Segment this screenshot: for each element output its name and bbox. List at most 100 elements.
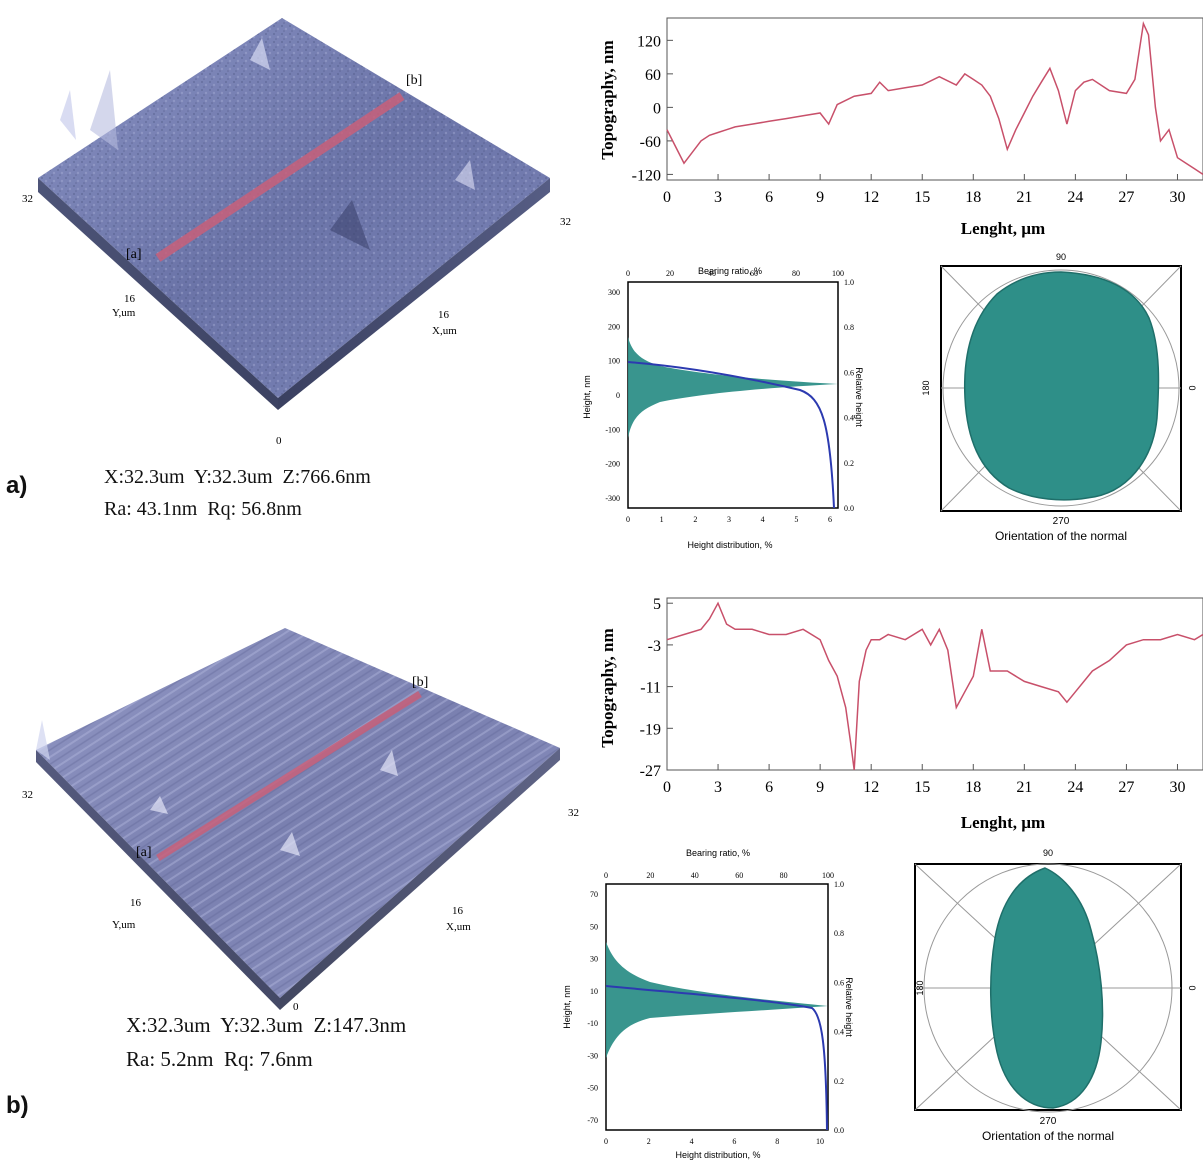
hist-b-bottom-label: Height distribution, % (675, 1150, 760, 1160)
surface-b-y-mid: 16 (130, 897, 142, 909)
hist-bottom-tick: 3 (727, 515, 731, 524)
surface-b-label-a: [a] (136, 845, 152, 860)
hist-right-tick: 0.8 (834, 929, 844, 938)
profile-ytick-label: -3 (648, 638, 661, 655)
profile-xtick-label: 0 (663, 779, 671, 796)
hist-left-tick: 70 (590, 890, 598, 899)
hist-right-tick: 0.0 (834, 1126, 844, 1135)
surface-a-x-mid: 16 (438, 309, 450, 321)
profile-ytick-label: -11 (640, 680, 661, 697)
polar-b-angle-top: 90 (1043, 848, 1053, 858)
height-histogram-b: Bearing ratio, % 0 20 40 60 80 100 70503010-1… (562, 848, 854, 1160)
profile-cut-line-b (156, 691, 422, 861)
hist-left-tick: -50 (587, 1084, 598, 1093)
surface-b-y-unit: Y,um (112, 919, 136, 931)
hist-left-tick: 30 (590, 955, 598, 964)
surface-left-side-b (36, 750, 280, 1010)
hist-bottom-tick: 4 (690, 1137, 694, 1146)
profile-xtick-label: 24 (1067, 189, 1083, 206)
hist-left-tick: 200 (608, 322, 620, 331)
profile-ytick-label: 0 (653, 100, 661, 117)
polar-a-angle-bottom: 270 (1053, 516, 1070, 527)
hist-a-distribution-area (628, 337, 838, 438)
profile-chart-b: 5 -3 -11 -19 -27 0 3 6 9 12 15 18 21 24 27 30 Topograp… (598, 596, 1203, 832)
profile-cut-line-a (155, 92, 405, 262)
hist-left-tick: 300 (608, 288, 620, 297)
surface-a-y-mid: 16 (124, 293, 136, 305)
profile-xtick-label: 15 (914, 779, 930, 796)
hist-top-tick: 60 (735, 871, 743, 880)
surface-a-label-a: [a] (126, 247, 142, 262)
profile-a-ylabel: Topography, nm (598, 40, 617, 159)
profile-ytick-label: -60 (640, 134, 661, 151)
profile-xtick-label: 30 (1169, 779, 1185, 796)
hist-bottom-tick: 0 (626, 515, 630, 524)
profile-ytick-label: -27 (640, 763, 661, 780)
panel-b-label: b) (6, 1092, 29, 1119)
hist-left-tick: -30 (587, 1051, 598, 1060)
profile-xtick-label: 0 (663, 189, 671, 206)
profile-xtick-label: 18 (965, 779, 981, 796)
hist-top-tick: 0 (626, 269, 630, 278)
polar-b-angle-left: 180 (915, 980, 925, 995)
hist-a-right-label: Relative height (854, 367, 864, 427)
surface-right-side-b (280, 748, 560, 1010)
panel-a-label: a) (6, 472, 28, 499)
height-histogram-a: Bearing ratio, % 0 20 40 60 80 100 3002001000… (582, 266, 864, 550)
hist-top-tick: 0 (604, 871, 608, 880)
panel-a-dimensions: X:32.3um Y:32.3um Z:766.6nm (104, 466, 371, 488)
profile-xtick-label: 15 (914, 189, 930, 206)
hist-left-tick: -300 (605, 494, 620, 503)
hist-right-tick: 0.4 (844, 414, 854, 423)
profile-xtick-label: 12 (863, 779, 879, 796)
hist-bottom-tick: 2 (693, 515, 697, 524)
hist-left-tick: 10 (590, 987, 598, 996)
panel-a-roughness: Ra: 43.1nm Rq: 56.8nm (104, 498, 302, 520)
hist-top-tick: 20 (666, 269, 674, 278)
hist-top-tick: 80 (780, 871, 788, 880)
hist-left-tick: 50 (590, 922, 598, 931)
polar-b-angle-right: 0 (1187, 985, 1197, 990)
profile-ytick-label: 120 (637, 33, 661, 50)
surface-b-x-mid: 16 (452, 905, 464, 917)
profile-b-xlabel: Lenght, µm (961, 813, 1045, 832)
profile-b-series-line (666, 601, 1203, 771)
surface-right-side-a (278, 178, 550, 410)
hist-bottom-tick: 4 (761, 515, 765, 524)
normal-orientation-polar-a: 90 180 0 270 Orientation of the normal (921, 252, 1197, 543)
profile-ytick-label: -19 (640, 721, 661, 738)
surface-3d-a: [a] [b] 32 32 16 Y,um 16 X,um 0 (22, 18, 571, 447)
profile-xtick-label: 12 (863, 189, 879, 206)
hist-top-tick: 100 (822, 871, 834, 880)
hist-bottom-tick: 5 (794, 515, 798, 524)
hist-right-tick: 0.6 (834, 978, 844, 987)
profile-xtick-label: 30 (1169, 189, 1185, 206)
polar-a-angle-top: 90 (1056, 252, 1066, 262)
surface-a-y-unit: Y,um (112, 307, 136, 319)
surface-left-side-a (38, 178, 278, 410)
hist-right-tick: 0.2 (844, 459, 854, 468)
surface-a-bottom-tick: 0 (276, 435, 282, 447)
hist-bottom-tick: 2 (647, 1137, 651, 1146)
profile-a-series-line (666, 20, 1203, 176)
polar-b-orientation-area (989, 867, 1104, 1109)
profile-xtick-label: 21 (1016, 779, 1032, 796)
surface-a-x-unit: X,um (432, 325, 457, 337)
hist-right-tick: 1.0 (844, 278, 854, 287)
hist-top-tick: 40 (708, 269, 716, 278)
profile-xtick-label: 18 (965, 189, 981, 206)
profile-xtick-label: 3 (714, 189, 722, 206)
profile-xtick-label: 24 (1067, 779, 1083, 796)
profile-ytick-label: 5 (653, 596, 661, 613)
hist-right-tick: 0.8 (844, 323, 854, 332)
profile-a-xlabel: Lenght, µm (961, 219, 1045, 238)
hist-right-tick: 0.4 (834, 1028, 844, 1037)
normal-orientation-polar-b: 90 180 0 270 Orientation of the normal (914, 848, 1197, 1143)
polar-b-angle-bottom: 270 (1040, 1116, 1057, 1127)
polar-a-angle-right: 0 (1187, 385, 1197, 390)
surface-a-right-tick: 32 (560, 216, 571, 228)
polar-a-angle-left: 180 (921, 380, 931, 395)
profile-xtick-label: 9 (816, 189, 824, 206)
profile-a-frame (666, 17, 1203, 181)
hist-a-left-label: Height, nm (582, 375, 592, 419)
